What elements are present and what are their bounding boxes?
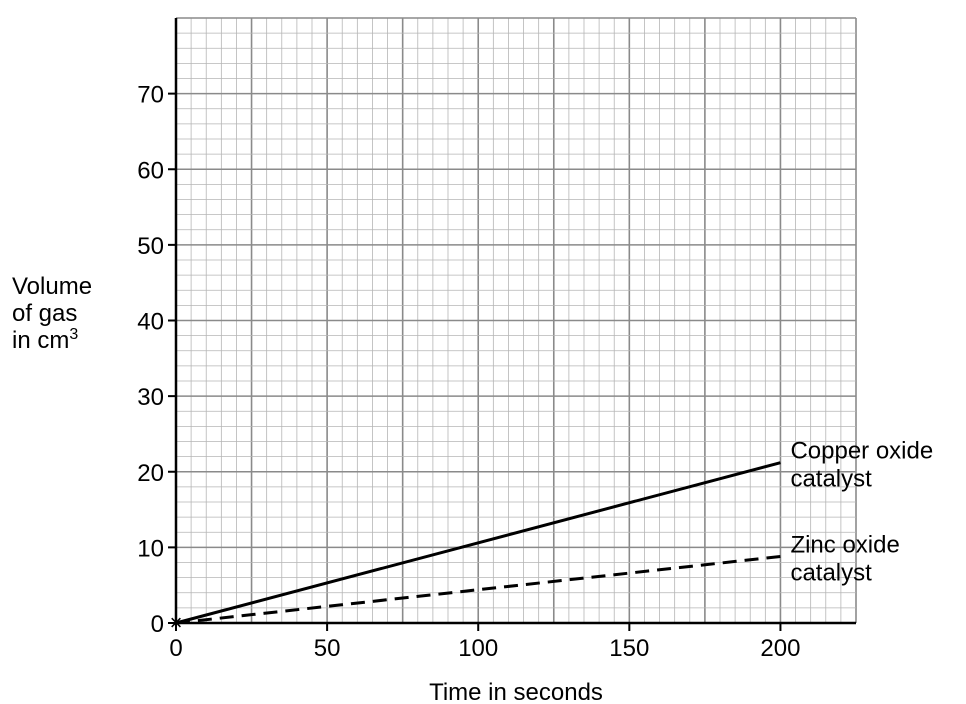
y-tick-label: 70 xyxy=(137,82,164,109)
x-tick-label: 100 xyxy=(458,635,498,662)
x-tick-label: 150 xyxy=(609,635,649,662)
y-tick-label: 0 xyxy=(151,611,164,638)
x-tick-label: 50 xyxy=(314,635,341,662)
y-tick-label: 30 xyxy=(137,384,164,411)
x-tick-label: 0 xyxy=(169,635,182,662)
series-label-line: Copper oxide xyxy=(790,438,933,465)
series-label-copper-oxide-catalyst: Copper oxide catalyst xyxy=(790,438,933,493)
y-axis-title-superscript: 3 xyxy=(69,326,78,343)
x-axis-title: Time in seconds xyxy=(429,679,603,704)
series-line-zinc-oxide-catalyst xyxy=(175,554,781,625)
y-axis-title-line-1: Volume xyxy=(12,273,92,300)
y-tick-label: 10 xyxy=(137,535,164,562)
x-tick-labels: 0 50 100 150 200 xyxy=(169,635,800,662)
y-tick-label: 40 xyxy=(137,309,164,336)
series-line-copper-oxide-catalyst xyxy=(175,461,781,625)
y-tick-label: 20 xyxy=(137,460,164,487)
series-lines xyxy=(175,461,781,625)
y-axis-title-line-3: in cm xyxy=(12,327,69,354)
y-tick-label: 60 xyxy=(137,157,164,184)
x-tick-label: 200 xyxy=(760,635,800,662)
series-label-zinc-oxide-catalyst: Zinc oxide catalyst xyxy=(790,531,899,586)
y-tick-labels: 0 10 20 30 40 50 60 70 xyxy=(137,82,164,638)
y-axis-title-line-2: of gas xyxy=(12,300,77,327)
axes xyxy=(168,18,856,631)
y-tick-label: 50 xyxy=(137,233,164,260)
series-label-line: catalyst xyxy=(790,559,872,586)
y-axis-title: Volume of gas in cm3 xyxy=(12,273,99,354)
origin-marker: × xyxy=(170,610,183,635)
series-label-line: Zinc oxide xyxy=(790,531,899,558)
series-label-line: catalyst xyxy=(790,466,872,493)
